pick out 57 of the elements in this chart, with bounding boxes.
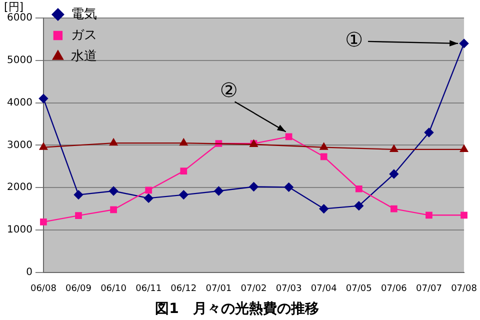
x-tick-label: 07/07 xyxy=(416,284,442,294)
y-tick-label: 2000 xyxy=(6,182,32,194)
point xyxy=(354,201,364,210)
y-tick-label: 1000 xyxy=(6,224,32,236)
point xyxy=(249,182,258,192)
text: 図1 月々の光熱費の推移 xyxy=(155,301,319,318)
point xyxy=(179,190,188,200)
point xyxy=(284,182,294,192)
point xyxy=(426,212,432,219)
x-tick-label: 07/05 xyxy=(346,284,372,294)
point xyxy=(320,153,328,160)
point xyxy=(460,212,468,219)
annotation: ② xyxy=(220,78,238,102)
point xyxy=(460,144,468,152)
point xyxy=(108,186,118,196)
y-tick-label: 6000 xyxy=(6,12,32,24)
point xyxy=(320,142,328,150)
point xyxy=(389,169,399,179)
point xyxy=(39,142,48,150)
legend-label: ガス xyxy=(70,28,97,43)
x-tick-label: 07/08 xyxy=(451,284,478,294)
y-axis-title: [円] xyxy=(4,0,24,14)
y-tick-label: 5000 xyxy=(6,54,32,66)
point xyxy=(74,190,84,200)
x-tick-label: 06/08 xyxy=(30,284,57,294)
x-tick-label: 06/09 xyxy=(66,284,92,294)
point xyxy=(180,168,188,174)
annotation: ① xyxy=(345,28,363,52)
x-tick-label: 07/06 xyxy=(380,284,408,294)
point xyxy=(214,186,224,196)
x-tick-label: 07/03 xyxy=(276,284,302,294)
point xyxy=(355,185,362,192)
point xyxy=(40,218,47,226)
legend-label: 電気 xyxy=(70,6,97,22)
point xyxy=(180,138,188,146)
x-tick-label: 06/11 xyxy=(136,284,162,294)
point xyxy=(424,128,434,138)
point xyxy=(144,194,154,203)
point xyxy=(110,206,117,214)
point xyxy=(38,94,48,104)
point xyxy=(109,138,118,146)
y-tick-label: 3000 xyxy=(6,140,32,151)
point xyxy=(319,204,328,214)
x-tick-label: 06/10 xyxy=(100,284,127,294)
point xyxy=(390,205,398,212)
y-tick-label: 0 xyxy=(26,266,32,278)
point xyxy=(285,133,292,140)
point xyxy=(390,144,398,152)
point xyxy=(145,186,152,194)
x-tick-label: 07/04 xyxy=(310,284,338,294)
y-tick-label: 4000 xyxy=(6,97,32,108)
legend-label: 水道 xyxy=(70,48,97,64)
x-tick-label: 06/12 xyxy=(170,284,197,294)
x-tick-label: 07/01 xyxy=(206,284,232,294)
point xyxy=(75,212,82,220)
point xyxy=(459,38,469,48)
x-tick-label: 07/02 xyxy=(240,284,267,294)
